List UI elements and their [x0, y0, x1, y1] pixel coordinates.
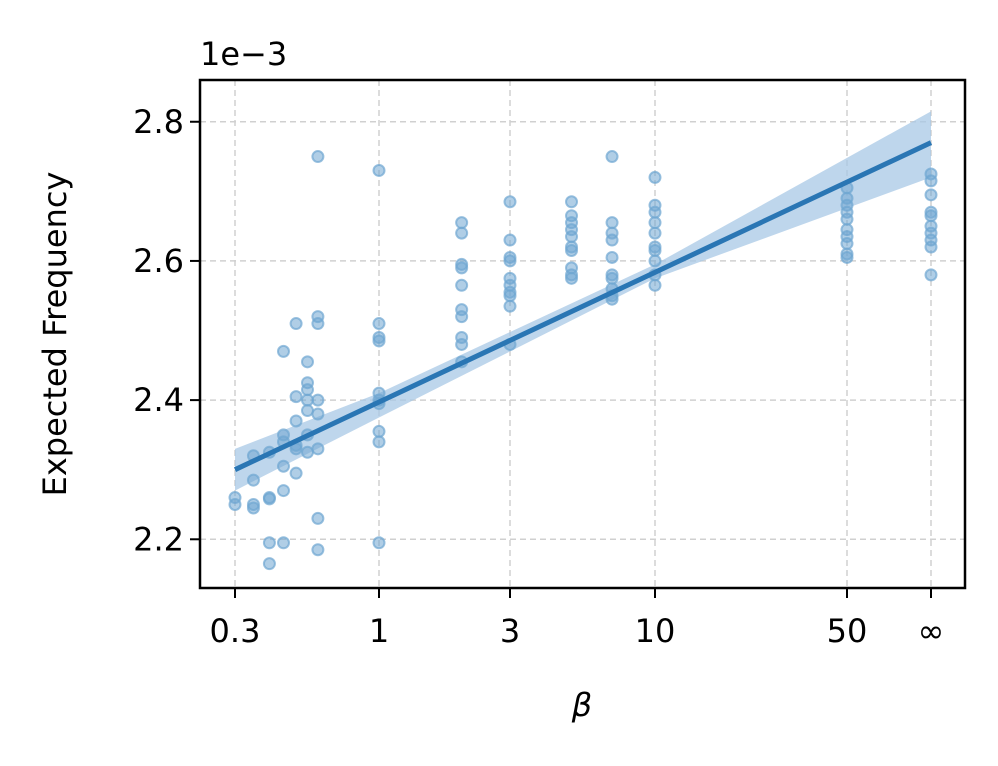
- data-point: [300, 383, 314, 397]
- data-point: [565, 271, 579, 285]
- x-tick-label: 1: [369, 612, 389, 650]
- regression-line-path: [233, 140, 933, 472]
- x-tick-label: 3: [500, 612, 520, 650]
- data-point: [300, 445, 314, 459]
- data-point: [262, 492, 276, 506]
- data-point: [372, 536, 386, 550]
- y-tick-label: 2.6: [133, 242, 184, 280]
- data-point: [311, 317, 325, 331]
- data-point: [455, 278, 469, 292]
- data-point: [300, 355, 314, 369]
- data-point: [311, 543, 325, 557]
- data-point: [455, 226, 469, 240]
- data-point: [565, 230, 579, 244]
- data-point: [648, 170, 662, 184]
- data-point: [605, 271, 619, 285]
- data-point: [648, 205, 662, 219]
- data-point: [455, 216, 469, 230]
- x-tick-label: 50: [827, 612, 868, 650]
- data-point: [648, 226, 662, 240]
- regression-line: [233, 140, 933, 472]
- data-point: [455, 310, 469, 324]
- y-axis-label: Expected Frequency: [36, 172, 74, 497]
- confidence-band-area: [235, 111, 931, 491]
- data-point: [372, 317, 386, 331]
- y-tick-label: 2.2: [133, 520, 184, 558]
- data-point: [276, 344, 290, 358]
- data-point: [503, 299, 517, 313]
- data-point: [924, 174, 938, 188]
- data-point: [503, 289, 517, 303]
- data-point: [372, 334, 386, 348]
- data-point: [605, 216, 619, 230]
- data-point: [289, 414, 303, 428]
- data-point: [924, 268, 938, 282]
- data-point: [311, 393, 325, 407]
- y-axis-offset-label: 1e−3: [200, 35, 287, 73]
- data-point: [648, 254, 662, 268]
- data-point: [503, 233, 517, 247]
- data-point: [289, 317, 303, 331]
- data-point: [300, 404, 314, 418]
- data-point: [276, 536, 290, 550]
- data-point: [924, 240, 938, 254]
- data-point: [289, 466, 303, 480]
- data-point: [246, 501, 260, 515]
- y-tick-label: 2.8: [133, 103, 184, 141]
- data-point: [262, 536, 276, 550]
- data-point: [503, 254, 517, 268]
- data-point: [503, 195, 517, 209]
- data-point: [262, 557, 276, 571]
- plot-area-frame: [198, 78, 967, 590]
- x-axis-label: β: [571, 686, 592, 724]
- data-point: [311, 150, 325, 164]
- data-point: [605, 250, 619, 264]
- data-point: [372, 435, 386, 449]
- x-tick-label: 0.3: [210, 612, 261, 650]
- data-point: [840, 212, 854, 226]
- data-point: [372, 424, 386, 438]
- x-tick-label: ∞: [918, 612, 945, 650]
- data-point: [648, 278, 662, 292]
- y-tick-label: 2.4: [133, 381, 184, 419]
- data-point: [311, 407, 325, 421]
- data-point: [311, 511, 325, 525]
- x-tick-label: 10: [635, 612, 676, 650]
- data-point: [289, 390, 303, 404]
- data-point: [246, 473, 260, 487]
- data-point: [648, 243, 662, 257]
- data-point: [565, 243, 579, 257]
- data-point: [455, 261, 469, 275]
- data-point: [455, 337, 469, 351]
- data-point: [605, 150, 619, 164]
- data-point: [840, 250, 854, 264]
- data-point: [648, 216, 662, 230]
- confidence-band: [235, 111, 931, 491]
- data-point: [840, 237, 854, 251]
- data-point: [300, 393, 314, 407]
- data-point: [276, 484, 290, 498]
- data-point: [228, 497, 242, 511]
- y-axis: 2.2 2.4 2.6 2.8: [133, 103, 200, 558]
- data-point: [605, 233, 619, 247]
- data-point: [565, 195, 579, 209]
- data-point: [276, 459, 290, 473]
- data-point: [311, 442, 325, 456]
- data-point: [924, 188, 938, 202]
- x-axis: 0.3 1 3 10 50 ∞: [210, 588, 945, 650]
- data-point: [372, 163, 386, 177]
- data-point: [924, 209, 938, 223]
